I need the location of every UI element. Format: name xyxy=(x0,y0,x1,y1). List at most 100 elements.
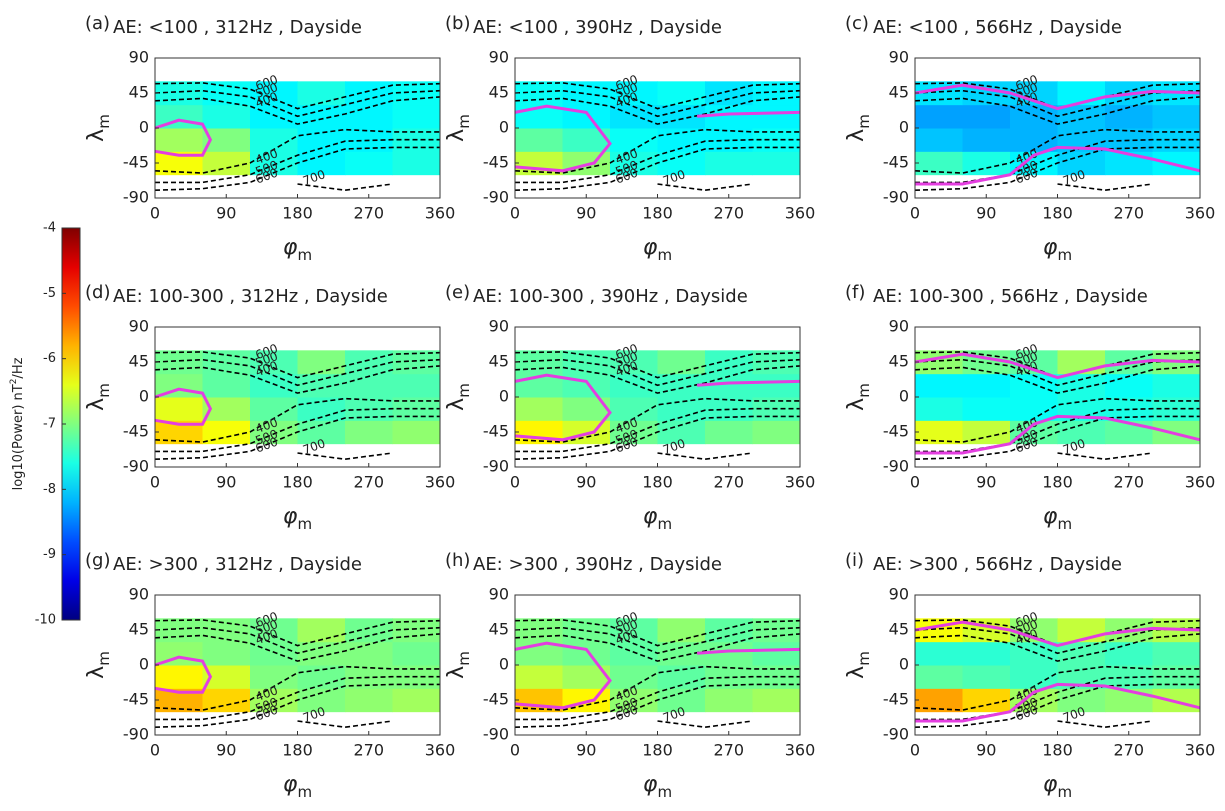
colorbar-label-main: log10(Power) nT xyxy=(11,384,26,490)
contour-line xyxy=(515,407,800,453)
heat-cell xyxy=(705,420,753,445)
x-tick-label: 90 xyxy=(216,204,236,223)
heat-cell xyxy=(297,373,346,398)
heat-cell xyxy=(202,397,251,421)
heat-cell xyxy=(155,688,203,713)
y-tick-label: 0 xyxy=(899,118,909,137)
heat-cell xyxy=(515,350,563,375)
x-axis-sub: m xyxy=(1057,246,1072,264)
magenta-contour xyxy=(914,83,1201,186)
y-tick-label: -90 xyxy=(483,725,509,744)
x-axis-label: φm xyxy=(283,504,312,533)
y-tick-label: 0 xyxy=(139,118,149,137)
colorbar-tick-label: -6 xyxy=(43,351,56,366)
x-tick-label: 90 xyxy=(976,741,996,760)
heat-cell xyxy=(155,397,203,421)
x-axis-sub: m xyxy=(657,246,672,264)
y-tick-label: 0 xyxy=(139,387,149,406)
heat-cell xyxy=(915,665,963,689)
heat-cell xyxy=(515,665,563,689)
colorbar-label: log10(Power) nT2/Hz xyxy=(9,357,26,490)
contour-line xyxy=(154,415,440,460)
contour-line xyxy=(514,358,801,387)
heat-cell xyxy=(345,104,393,129)
contour-line xyxy=(514,351,801,379)
y-tick-label: -45 xyxy=(883,153,909,172)
heat-cell xyxy=(297,688,346,713)
y-tick-label: -45 xyxy=(883,422,909,441)
heat-cell xyxy=(392,420,441,445)
panel-title: AE: 100-300 , 566Hz , Dayside xyxy=(873,286,1148,307)
heat-cell xyxy=(752,104,801,129)
heat-cell xyxy=(297,104,346,129)
heat-cell xyxy=(915,688,963,713)
panel-title: AE: <100 , 312Hz , Dayside xyxy=(113,17,362,38)
heat-cell xyxy=(515,397,563,421)
x-axis-symbol: φ xyxy=(643,772,658,797)
y-tick-label: 45 xyxy=(129,352,149,371)
heat-cell xyxy=(1057,688,1106,713)
x-tick-label: 90 xyxy=(976,204,996,223)
heat-cell xyxy=(657,373,706,398)
contour-line xyxy=(514,82,801,110)
panel-title: AE: >300 , 312Hz , Dayside xyxy=(113,554,362,575)
heat-cell xyxy=(705,641,753,666)
contour-line xyxy=(514,146,800,191)
y-axis-sub: m xyxy=(95,651,113,666)
x-tick-label: 0 xyxy=(150,741,160,760)
contour-line xyxy=(514,633,801,662)
heat-cell xyxy=(202,688,251,713)
heat-cell xyxy=(1057,104,1106,129)
heat-cell xyxy=(915,104,963,129)
x-axis-label: φm xyxy=(643,235,672,264)
x-tick-label: 360 xyxy=(785,204,816,223)
heat-cell xyxy=(250,665,298,689)
panel-title: AE: 100-300 , 312Hz , Dayside xyxy=(113,286,388,307)
heat-cell xyxy=(962,688,1011,713)
heat-cell xyxy=(392,373,441,398)
y-tick-label: 0 xyxy=(499,118,509,137)
heat-cell xyxy=(705,350,753,375)
x-tick-label: 270 xyxy=(353,741,384,760)
y-tick-label: 45 xyxy=(129,620,149,639)
y-tick-label: -90 xyxy=(483,188,509,207)
magenta-contour xyxy=(514,104,801,173)
y-tick-label: 90 xyxy=(489,585,509,604)
contour-line xyxy=(914,626,1201,655)
magenta-contour xyxy=(914,620,1201,723)
heat-cell xyxy=(345,420,393,445)
x-axis-sub: m xyxy=(1057,515,1072,533)
heat-cell xyxy=(1152,151,1201,176)
contour-line xyxy=(914,415,1200,460)
panel-title: AE: <100 , 566Hz , Dayside xyxy=(873,17,1122,38)
y-tick-label: 0 xyxy=(499,387,509,406)
contour-line xyxy=(914,365,1201,394)
heat-cell xyxy=(202,128,251,152)
panel-label: (c) xyxy=(845,13,869,34)
contour-line xyxy=(154,96,441,125)
x-tick-label: 180 xyxy=(642,741,673,760)
heat-cell xyxy=(202,350,251,375)
contour-line xyxy=(155,138,440,184)
contour-line xyxy=(154,365,441,394)
x-axis-label: φm xyxy=(1043,235,1072,264)
heat-cell xyxy=(657,104,706,129)
heat-cell xyxy=(345,688,393,713)
heat-cell xyxy=(752,151,801,176)
heat-cell xyxy=(1010,618,1058,643)
y-axis-symbol: λ xyxy=(844,129,869,142)
heat-cell xyxy=(962,151,1011,176)
heat-cell xyxy=(562,350,611,375)
heat-cell xyxy=(155,81,203,106)
y-tick-label: -45 xyxy=(483,153,509,172)
heat-cell xyxy=(202,420,251,445)
x-tick-label: 90 xyxy=(216,473,236,492)
panel-label: (g) xyxy=(85,550,110,571)
colorbar-label-sup: 2 xyxy=(9,379,19,385)
heat-cell xyxy=(657,151,706,176)
heat-cell xyxy=(1010,128,1058,152)
x-axis-symbol: φ xyxy=(1043,235,1058,260)
y-tick-label: -90 xyxy=(123,457,149,476)
x-tick-label: 90 xyxy=(576,473,596,492)
heat-cell xyxy=(345,641,393,666)
